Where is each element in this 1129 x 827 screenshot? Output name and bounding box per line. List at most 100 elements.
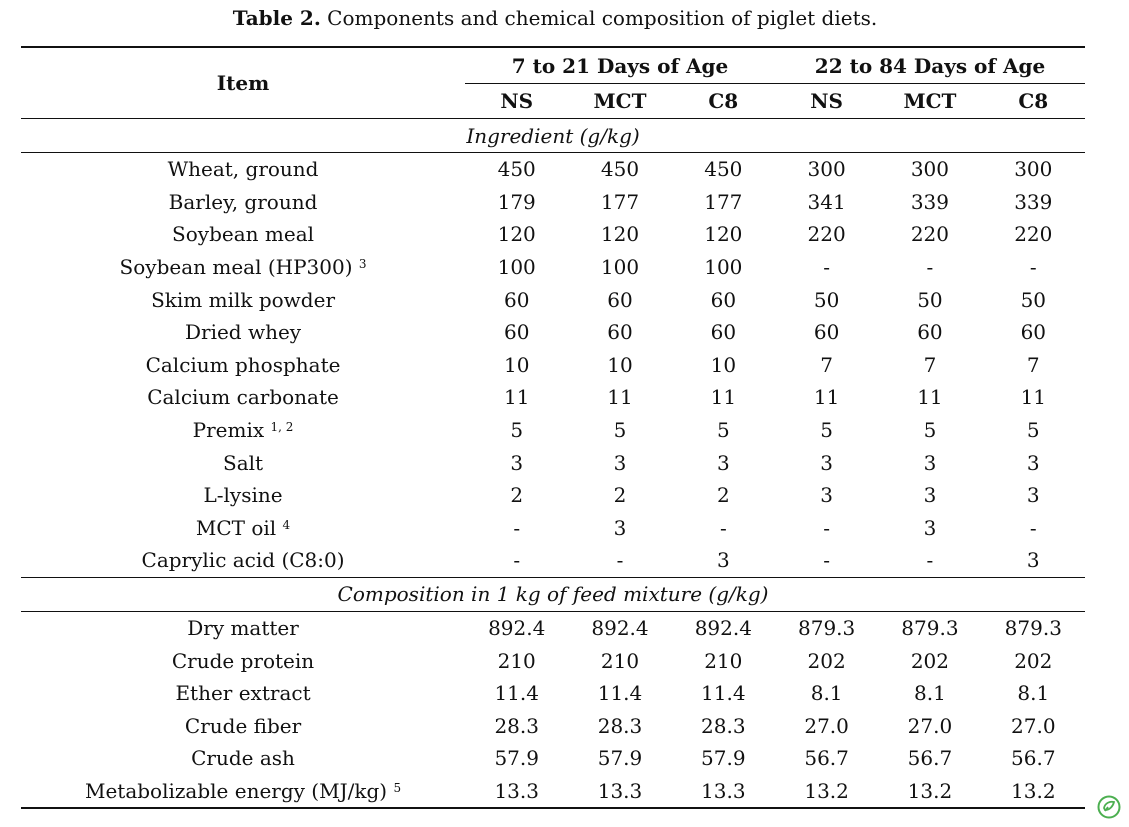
table-caption: Table 2. Components and chemical composi… — [0, 4, 1110, 32]
value-cell: 11.4 — [701, 681, 746, 706]
value-cell: 300 — [1014, 157, 1053, 182]
value-cell: 220 — [1014, 222, 1053, 247]
table-row: Crude ash 57.9 57.9 57.9 56.7 56.7 56.7 — [21, 742, 1085, 775]
table-row: Calcium phosphate 10 10 10 7 7 7 — [21, 349, 1085, 382]
value-cell: 7 — [1026, 352, 1040, 377]
value-cell: 300 — [807, 157, 846, 182]
value-cell: 3 — [820, 483, 833, 508]
value-cell: 60 — [503, 287, 530, 312]
value-cell: 210 — [600, 648, 640, 673]
value-cell: - — [513, 548, 521, 573]
row-label-cell: Caprylic acid (C8:0) — [21, 544, 465, 577]
row-label: Calcium phosphate — [145, 352, 341, 377]
table-row: Calcium carbonate 11 11 11 11 11 11 — [21, 381, 1085, 414]
value-cell: 210 — [497, 648, 536, 673]
value-cell: 3 — [1026, 548, 1040, 573]
row-label-cell: Crude protein — [21, 644, 465, 677]
value-cell: 13.3 — [671, 774, 775, 810]
value-cell: 50 — [917, 287, 943, 312]
value-cell: 28.3 — [701, 713, 746, 738]
value-cell: 120 — [497, 222, 536, 247]
row-label-cell: Metabolizable energy (MJ/kg) 5 — [21, 774, 466, 810]
value-cell: 879.3 — [1004, 616, 1062, 641]
value-cell: 60 — [813, 320, 840, 345]
row-label-cell: L-lysine — [21, 479, 465, 512]
value-cell: 179 — [497, 189, 536, 214]
value-cell: 3 — [613, 515, 627, 540]
row-label: Crude fiber — [184, 713, 302, 738]
caption-label: Table 2. — [232, 6, 321, 30]
value-cell: 177 — [704, 189, 743, 214]
value-cell: 892.4 — [591, 616, 649, 641]
table-row: Soybean meal (HP300) 3 100 100 100 - - - — [21, 251, 1085, 284]
value-cell: 3 — [923, 483, 937, 508]
value-cell: 3 — [820, 450, 833, 475]
value-cell: 339 — [1014, 189, 1053, 214]
value-cell: 892.4 — [694, 616, 752, 641]
row-label: Dried whey — [184, 320, 302, 345]
footnote-marker: 4 — [282, 517, 291, 532]
value-cell: 50 — [813, 287, 840, 312]
row-label: Ether extract — [175, 681, 311, 706]
value-cell: 8.1 — [810, 681, 843, 706]
row-label-cell: Calcium carbonate — [21, 381, 465, 414]
subcol-header: MCT — [878, 83, 982, 119]
value-cell: 13.2 — [878, 774, 982, 810]
value-cell: 11 — [813, 385, 840, 410]
value-cell: - — [823, 255, 831, 280]
item-header: Item — [21, 46, 466, 119]
value-cell: 60 — [917, 320, 943, 345]
value-cell: 60 — [710, 320, 737, 345]
table-row: Metabolizable energy (MJ/kg) 5 13.3 13.3 13… — [21, 774, 1085, 810]
value-cell: 13.3 — [465, 774, 569, 810]
value-cell: 5 — [1026, 418, 1040, 443]
group-header-7-21: 7 to 21 Days of Age — [465, 46, 775, 84]
value-cell: 879.3 — [798, 616, 856, 641]
value-cell: 13.3 — [568, 774, 672, 810]
value-cell: 27.0 — [1011, 713, 1056, 738]
value-cell: 100 — [600, 255, 640, 280]
row-label: Soybean meal (HP300) — [119, 255, 353, 280]
value-cell: 879.3 — [901, 616, 959, 641]
value-cell: 3 — [716, 548, 730, 573]
section-title: Ingredient (g/kg) — [21, 118, 1085, 153]
row-label: Skim milk powder — [151, 287, 335, 312]
row-label-cell: Soybean meal — [21, 218, 465, 251]
value-cell: 2 — [510, 483, 524, 508]
table-row: Wheat, ground 450 450 450 300 300 300 — [21, 153, 1085, 186]
value-cell: 202 — [1014, 648, 1053, 673]
value-cell: 892.4 — [488, 616, 546, 641]
value-cell: 450 — [704, 157, 743, 182]
value-cell: 50 — [1020, 287, 1047, 312]
value-cell: 56.7 — [804, 746, 849, 771]
value-cell: 28.3 — [494, 713, 539, 738]
value-cell: 11.4 — [597, 681, 643, 706]
table-row: Premix 1, 2 5 5 5 5 5 5 — [21, 414, 1085, 447]
row-label: Wheat, ground — [167, 157, 319, 182]
value-cell: 11 — [710, 385, 737, 410]
value-cell: 57.9 — [597, 746, 643, 771]
value-cell: - — [719, 515, 727, 540]
footnote-marker: 1, 2 — [270, 420, 294, 435]
value-cell: 27.0 — [907, 713, 953, 738]
footnote-marker: 5 — [393, 780, 402, 795]
value-cell: 450 — [497, 157, 536, 182]
table-row: Soybean meal 120 120 120 220 220 220 — [21, 218, 1085, 251]
row-label: Dry matter — [187, 616, 299, 641]
value-cell: - — [926, 548, 934, 573]
subcol-header: C8 — [671, 83, 775, 119]
section-row: Composition in 1 kg of feed mixture (g/k… — [21, 576, 1085, 612]
table-row: Dried whey 60 60 60 60 60 60 — [21, 316, 1085, 349]
value-cell: 27.0 — [804, 713, 849, 738]
row-label-cell: Calcium phosphate — [21, 349, 465, 382]
value-cell: 100 — [704, 255, 743, 280]
value-cell: 10 — [607, 352, 633, 377]
row-label-cell: Salt — [21, 446, 465, 479]
subcol-header: NS — [465, 83, 569, 119]
value-cell: 60 — [607, 320, 633, 345]
value-cell: 3 — [613, 450, 627, 475]
value-cell: 7 — [923, 352, 937, 377]
value-cell: 8.1 — [914, 681, 946, 706]
value-cell: 220 — [910, 222, 950, 247]
value-cell: 60 — [1020, 320, 1047, 345]
